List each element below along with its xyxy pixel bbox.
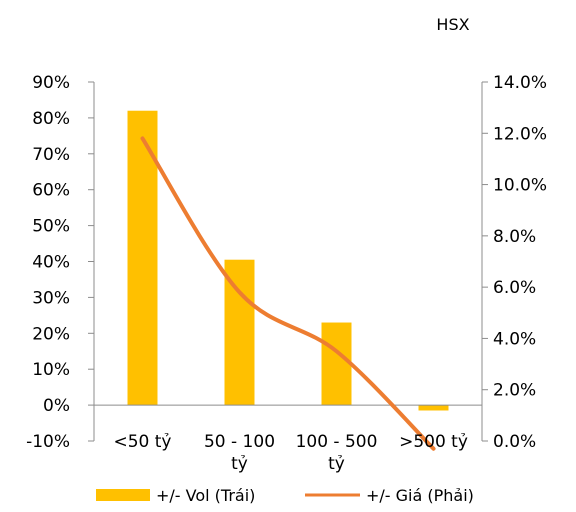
right-tick-label: 6.0%: [493, 278, 536, 298]
category-label: 100 - 500 tỷ: [296, 432, 378, 474]
bar: [418, 405, 449, 411]
left-axis: -10% 0% 10% 20% 30% 40% 50% 60% 70% 80% 90%: [26, 73, 95, 452]
category-label: >500 tỷ: [399, 432, 468, 452]
right-tick-label: 12.0%: [493, 124, 547, 144]
right-tick-label: 14.0%: [493, 73, 547, 93]
legend-label-bar: +/- Vol (Trái): [156, 486, 255, 505]
legend-label-line: +/- Giá (Phải): [366, 486, 474, 505]
left-tick-label: 80%: [32, 109, 70, 129]
chart-title: HSX: [436, 15, 469, 34]
left-tick-label: 0%: [43, 396, 70, 416]
left-tick-label: 40%: [32, 253, 70, 273]
right-tick-label: 0.0%: [493, 432, 536, 452]
left-tick-label: -10%: [26, 432, 70, 452]
left-tick-label: 70%: [32, 145, 70, 165]
right-tick-label: 2.0%: [493, 381, 536, 401]
left-tick-label: 90%: [32, 73, 70, 93]
bar: [321, 322, 352, 406]
line-series: [140, 136, 436, 451]
legend-swatch-bar: [96, 489, 150, 501]
right-tick-label: 8.0%: [493, 227, 536, 247]
category-label: 50 - 100 tỷ: [204, 432, 275, 474]
category-label: <50 tỷ: [113, 432, 171, 452]
bars: [127, 110, 449, 411]
right-axis: 0.0% 2.0% 4.0% 6.0% 8.0% 10.0% 12.0% 14.0%: [481, 73, 547, 452]
right-tick-label: 4.0%: [493, 329, 536, 349]
legend: +/- Vol (Trái) +/- Giá (Phải): [96, 486, 474, 505]
bar: [127, 110, 158, 406]
left-tick-label: 50%: [32, 217, 70, 237]
bar: [224, 259, 255, 406]
left-tick-label: 10%: [32, 360, 70, 380]
left-tick-label: 60%: [32, 181, 70, 201]
right-tick-label: 10.0%: [493, 176, 547, 196]
price-line: [140, 136, 436, 451]
category-labels: <50 tỷ 50 - 100 tỷ 100 - 500 tỷ >500 tỷ: [113, 432, 467, 474]
left-tick-label: 20%: [32, 324, 70, 344]
left-tick-label: 30%: [32, 288, 70, 308]
